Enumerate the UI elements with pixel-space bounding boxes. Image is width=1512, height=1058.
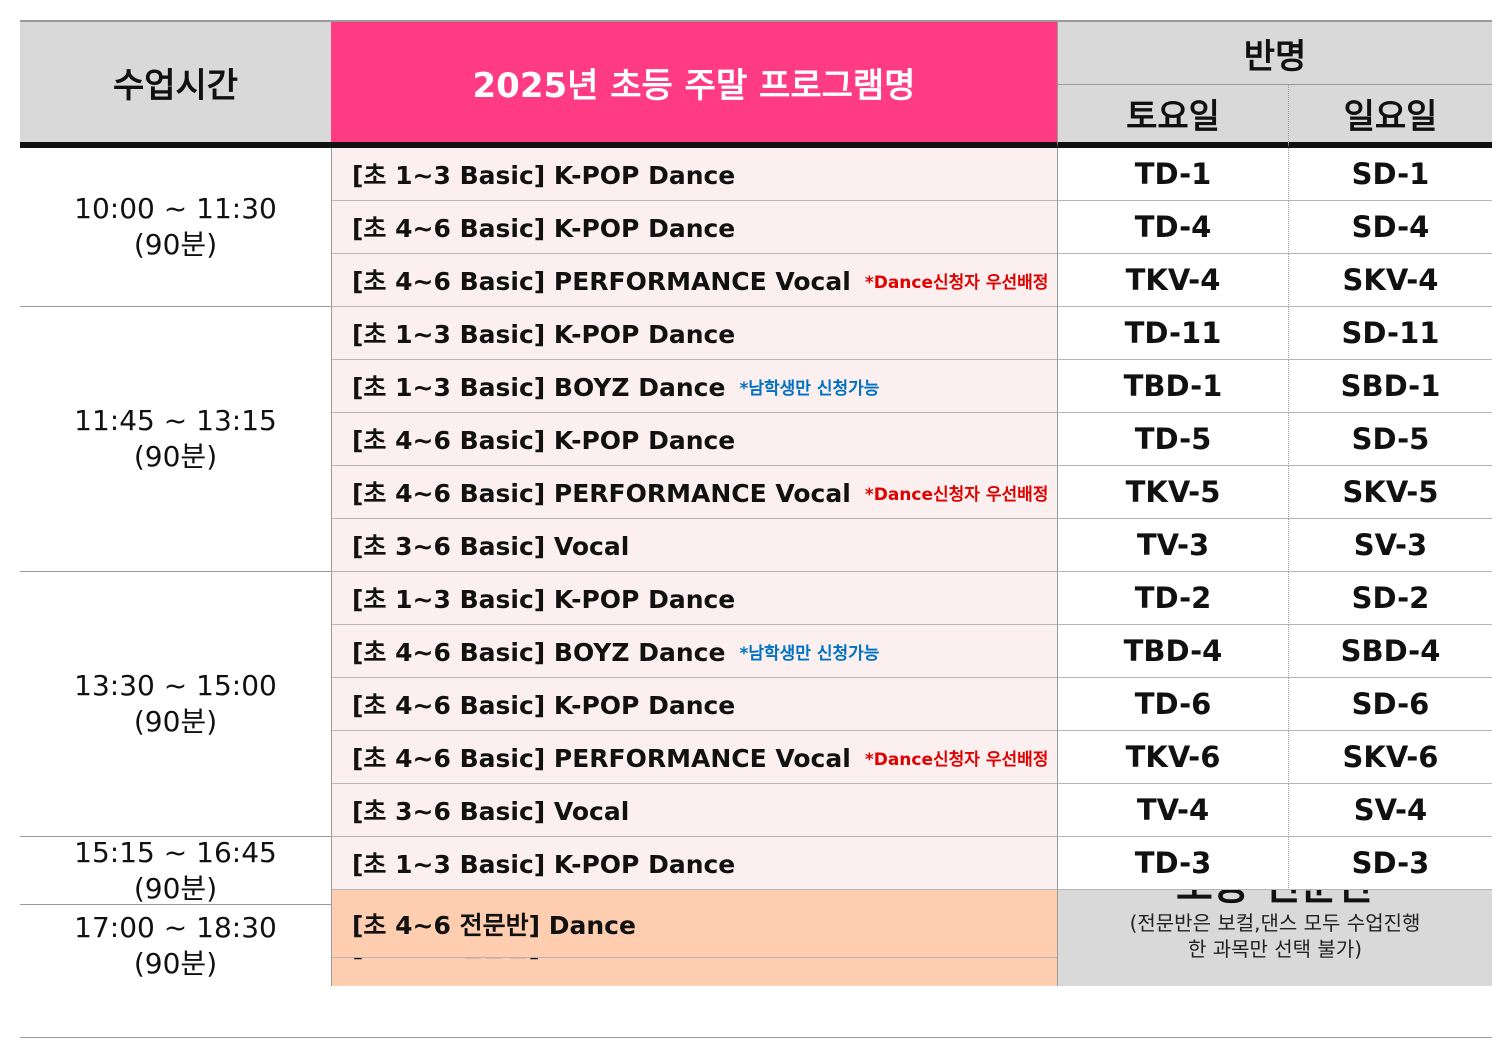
header-class: 반명 [1057,22,1492,85]
saturday-class-code: TKV-6 [1057,731,1289,784]
time-slot-4: 15:15 ~ 16:45 (90분) [20,837,331,905]
time-duration: (90분) [133,871,218,905]
program-cell: [초 1~3 Basic] K-POP Dance [331,148,1057,201]
saturday-class-code: TV-3 [1057,519,1289,572]
sunday-class-code: SV-3 [1289,519,1492,572]
sunday-class-code: SBD-4 [1289,625,1492,678]
sunday-class-code: SV-4 [1289,784,1492,837]
time-slot-1: 10:00 ~ 11:30 (90분) [20,148,331,307]
sunday-class-code: SD-11 [1289,307,1492,360]
saturday-class-code: TD-11 [1057,307,1289,360]
program-cell: [초 4~6 Basic] BOYZ Dance *남학생만 신청가능 [331,625,1057,678]
saturday-class-code: TBD-1 [1057,360,1289,413]
expert-class-desc-line1: (전문반은 보컬,댄스 모두 수업진행 [1129,910,1421,935]
header-time: 수업시간 [20,22,331,148]
priority-note: *Dance신청자 우선배정 [864,484,1049,505]
program-cell: [초 1~3 Basic] BOYZ Dance *남학생만 신청가능 [331,360,1057,413]
expert-class-desc-line2: 한 과목만 선택 불가) [1187,936,1363,961]
time-duration: (90분) [133,946,218,980]
saturday-class-code: TD-1 [1057,148,1289,201]
program-cell: [초 4~6 Basic] K-POP Dance [331,413,1057,466]
program-cell-expert-dance: [초 4~6 전문반] Dance [331,890,1057,958]
sunday-class-code: SD-4 [1289,201,1492,254]
program-cell: [초 1~3 Basic] K-POP Dance [331,307,1057,360]
sunday-class-code: SD-5 [1289,413,1492,466]
saturday-class-code: TD-4 [1057,201,1289,254]
program-cell: [초 1~3 Basic] K-POP Dance [331,837,1057,890]
time-slot-5: 17:00 ~ 18:30 (90분) [20,905,331,986]
time-range: 11:45 ~ 13:15 [74,404,277,437]
time-duration: (90분) [133,228,218,261]
boys-only-note: *남학생만 신청가능 [739,643,880,664]
sunday-class-code: SD-6 [1289,678,1492,731]
sunday-class-code: SKV-5 [1289,466,1492,519]
program-cell: [초 4~6 Basic] PERFORMANCE Vocal *Dance신청자… [331,731,1057,784]
schedule-table: 수업시간 2025년 초등 주말 프로그램명 반명 토요일 일요일 10:00 … [20,20,1492,1038]
saturday-class-code: TV-4 [1057,784,1289,837]
saturday-class-code: TBD-4 [1057,625,1289,678]
saturday-class-code: TD-2 [1057,572,1289,625]
sunday-class-code: SD-1 [1289,148,1492,201]
program-cell: [초 4~6 Basic] PERFORMANCE Vocal *Dance신청자… [331,254,1057,307]
saturday-class-code: TKV-4 [1057,254,1289,307]
program-cell: [초 4~6 Basic] K-POP Dance [331,201,1057,254]
time-range: 10:00 ~ 11:30 [74,192,277,225]
time-duration: (90분) [133,440,218,473]
saturday-class-code: TKV-5 [1057,466,1289,519]
saturday-class-code: TD-5 [1057,413,1289,466]
time-range: 13:30 ~ 15:00 [74,669,277,702]
header-saturday: 토요일 [1057,85,1289,148]
program-cell: [초 4~6 Basic] PERFORMANCE Vocal *Dance신청자… [331,466,1057,519]
sunday-class-code: SBD-1 [1289,360,1492,413]
priority-note: *Dance신청자 우선배정 [864,272,1049,293]
program-cell: [초 1~3 Basic] K-POP Dance [331,572,1057,625]
header-sunday: 일요일 [1289,85,1492,148]
sunday-class-code: SKV-4 [1289,254,1492,307]
time-range: 17:00 ~ 18:30 [74,910,277,944]
time-duration: (90분) [133,705,218,738]
saturday-class-code: TD-3 [1057,837,1289,890]
time-slot-3: 13:30 ~ 15:00 (90분) [20,572,331,837]
program-cell: [초 3~6 Basic] Vocal [331,519,1057,572]
boys-only-note: *남학생만 신청가능 [739,378,880,399]
time-range: 15:15 ~ 16:45 [74,837,277,869]
time-slot-2: 11:45 ~ 13:15 (90분) [20,307,331,572]
program-cell: [초 4~6 Basic] K-POP Dance [331,678,1057,731]
sunday-class-code: SD-2 [1289,572,1492,625]
priority-note: *Dance신청자 우선배정 [864,749,1049,770]
program-cell: [초 3~6 Basic] Vocal [331,784,1057,837]
header-program: 2025년 초등 주말 프로그램명 [331,22,1057,148]
sunday-class-code: SD-3 [1289,837,1492,890]
sunday-class-code: SKV-6 [1289,731,1492,784]
saturday-class-code: TD-6 [1057,678,1289,731]
